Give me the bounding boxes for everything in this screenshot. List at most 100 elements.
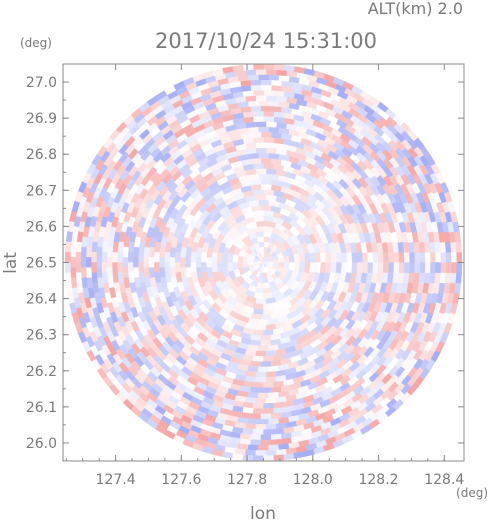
radar-bin	[252, 429, 264, 436]
radar-bin	[252, 408, 264, 415]
radar-bin	[263, 455, 275, 461]
radar-bin	[430, 262, 437, 274]
radar-bin	[341, 262, 348, 273]
radar-bin	[263, 136, 275, 143]
radar-bin	[252, 89, 264, 96]
radar-bin	[111, 262, 118, 274]
radar-bin	[250, 131, 262, 138]
radar-bin	[80, 257, 87, 268]
radar-bin	[96, 246, 103, 258]
radar-bin	[325, 262, 332, 274]
radar-bin	[265, 147, 277, 154]
radar-bin	[283, 64, 295, 72]
y-tick-label: 26.9	[26, 111, 57, 127]
radar-bin	[268, 74, 280, 81]
radar-bin	[250, 79, 262, 86]
radar-bin	[356, 262, 363, 274]
radar-bin	[393, 262, 400, 274]
radar-bin	[85, 267, 92, 279]
radar-bin	[263, 64, 275, 70]
y-tick-label: 26.5	[26, 256, 57, 272]
radar-bin	[96, 257, 102, 268]
radar-bin	[270, 84, 282, 92]
radar-bin	[419, 251, 426, 263]
radar-bin	[245, 449, 257, 456]
radar-bin	[255, 95, 267, 101]
radar-bin	[388, 251, 395, 263]
radar-bin	[265, 397, 277, 404]
radar-bin	[330, 251, 337, 263]
radar-bin	[335, 251, 343, 263]
radar-bin	[403, 262, 410, 274]
radar-bin	[403, 251, 410, 263]
radar-bin	[111, 251, 118, 263]
radar-bin	[260, 131, 272, 138]
radar-bin	[330, 262, 337, 274]
radar-bin	[250, 439, 262, 446]
y-tick-label: 26.8	[26, 147, 57, 163]
radar-bin	[255, 376, 267, 383]
radar-bin	[270, 433, 282, 441]
radar-bin	[414, 251, 421, 263]
x-tick-label: 127.8	[227, 472, 267, 488]
radar-bin	[80, 246, 87, 258]
radar-bin	[75, 251, 82, 263]
radar-bin	[270, 79, 282, 86]
radar-bin	[263, 402, 275, 409]
radar-bin	[258, 445, 269, 451]
radar-bin	[252, 355, 264, 362]
radar-bin	[440, 262, 447, 274]
radar-bin	[319, 251, 327, 263]
radar-bin	[260, 157, 272, 164]
radar-bin	[263, 429, 275, 436]
radar-bin	[319, 262, 327, 274]
radar-bin	[273, 454, 285, 461]
radar-bin	[206, 257, 212, 268]
radar-bin	[362, 251, 369, 263]
radar-bin	[445, 262, 452, 274]
radar-bin	[377, 262, 384, 274]
radar-bin	[106, 257, 113, 268]
radar-bin	[252, 402, 264, 409]
radar-bin	[260, 314, 272, 321]
radar-bin	[268, 392, 280, 399]
x-tick-label: 127.6	[161, 472, 201, 488]
radar-bin	[242, 454, 254, 461]
radar-bin	[263, 163, 275, 170]
radar-bin	[127, 251, 134, 263]
radar-bin	[250, 413, 262, 420]
radar-field	[64, 64, 463, 461]
radar-bin	[268, 444, 280, 451]
radar-bin	[263, 189, 275, 196]
radar-bin	[424, 262, 431, 274]
radar-bin	[252, 116, 264, 123]
radar-bin	[164, 251, 171, 263]
radar-bin	[260, 340, 272, 347]
radar-bin	[195, 257, 202, 268]
y-tick-label: 26.6	[26, 219, 57, 235]
radar-bin	[85, 257, 92, 268]
radar-bin	[260, 387, 272, 394]
y-tick-label: 26.2	[26, 364, 57, 380]
radar-bin	[398, 251, 405, 263]
radar-bin	[247, 100, 259, 107]
radar-bin	[255, 324, 267, 331]
radar-bin	[250, 105, 262, 112]
radar-bin	[255, 298, 267, 305]
radar-bin	[260, 105, 272, 112]
radar-bin	[335, 262, 343, 274]
radar-bin	[260, 178, 272, 185]
radar-bin	[247, 418, 259, 425]
y-unit-label: (deg)	[20, 36, 52, 50]
radar-bin	[255, 450, 267, 456]
chart-title: 2017/10/24 15:31:00	[155, 29, 377, 53]
radar-bin	[265, 142, 277, 149]
x-tick-label: 128.4	[424, 472, 464, 488]
radar-bin	[265, 423, 277, 430]
radar-bin	[252, 136, 264, 143]
radar-bin	[252, 329, 264, 336]
radar-bin	[450, 241, 457, 253]
radar-bin	[388, 262, 395, 274]
radar-bin	[258, 152, 269, 159]
radar-bin	[90, 262, 97, 274]
